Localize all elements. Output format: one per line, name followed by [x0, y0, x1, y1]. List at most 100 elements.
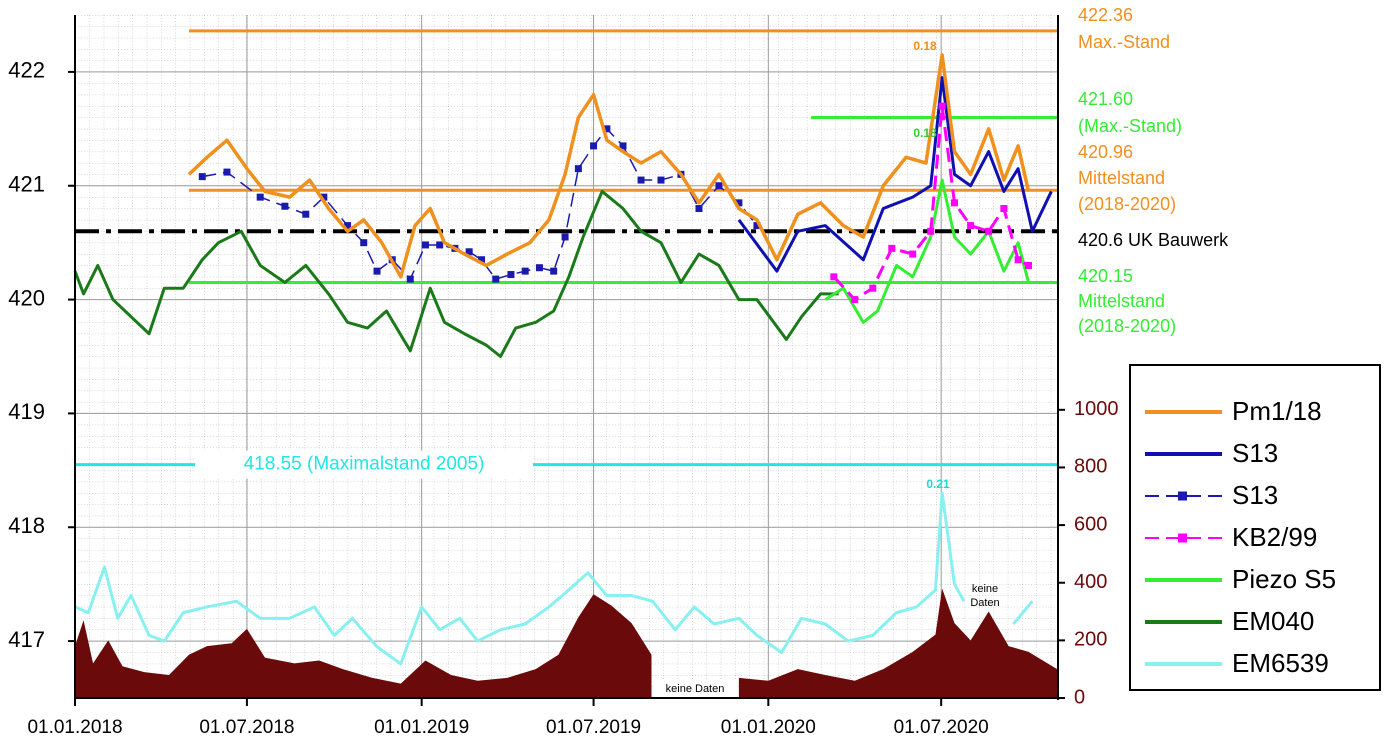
marker	[465, 248, 473, 256]
marker	[967, 222, 975, 230]
line	[187, 53, 1031, 279]
marker	[753, 222, 761, 230]
y-tick-label: 421	[8, 172, 45, 197]
marker	[360, 239, 368, 247]
y-tick-label: 422	[8, 58, 45, 83]
marker	[950, 199, 958, 207]
marker	[735, 199, 743, 207]
y2-tick-label: 400	[1074, 571, 1107, 593]
marker	[938, 102, 946, 110]
reference-label: 420.6 UK Bauwerk	[1078, 230, 1229, 250]
marker	[1000, 205, 1008, 213]
line	[73, 189, 839, 358]
marker	[302, 210, 310, 218]
reference-label: 420.15	[1078, 266, 1133, 286]
reference-label: 421.60	[1078, 89, 1133, 109]
marker	[637, 176, 645, 184]
y2-tick-label: 200	[1074, 629, 1107, 651]
marker	[695, 205, 703, 213]
legend-label: Piezo S5	[1232, 564, 1336, 594]
reference-label: 418.55 (Maximalstand 2005)	[244, 454, 485, 475]
marker	[574, 165, 582, 173]
marker	[223, 168, 231, 176]
marker	[561, 233, 569, 241]
marker	[657, 176, 665, 184]
marker	[507, 271, 515, 279]
legend-marker	[1178, 533, 1187, 543]
reference-label: Mittelstand	[1078, 168, 1165, 188]
marker	[477, 256, 485, 264]
y-tick-label: 417	[8, 627, 45, 652]
marker	[373, 267, 381, 275]
legend-label: S13	[1232, 480, 1278, 510]
marker	[198, 173, 206, 181]
reference-label: (2018-2020)	[1078, 316, 1176, 336]
legend-label: EM6539	[1232, 648, 1329, 678]
annotation: keine	[972, 583, 998, 595]
marker	[830, 273, 838, 281]
area	[75, 594, 652, 698]
line	[1012, 600, 1034, 625]
line	[737, 76, 1053, 273]
y-tick-label: 419	[8, 399, 45, 424]
annotation-box	[653, 679, 737, 699]
marker	[888, 244, 896, 252]
marker	[590, 142, 598, 150]
reference-label: (Max.-Stand)	[1078, 116, 1182, 136]
marker	[619, 142, 627, 150]
y-tick-label: 420	[8, 285, 45, 310]
marker	[869, 284, 877, 292]
annotation: Daten	[970, 597, 999, 609]
y2-tick-label: 1000	[1074, 398, 1119, 420]
annotation: 0.18	[913, 126, 937, 140]
reference-label: 422.36	[1078, 5, 1133, 25]
x-tick-label: 01.01.2018	[27, 717, 122, 738]
marker	[927, 227, 935, 235]
annotation: 0.18	[913, 39, 937, 53]
y2-tick-label: 600	[1074, 513, 1107, 535]
legend-label: Pm1/18	[1232, 396, 1322, 426]
marker	[535, 264, 543, 272]
x-tick-label: 01.07.2018	[199, 717, 294, 738]
y2-tick-label: 0	[1074, 686, 1085, 708]
y-tick-label: 418	[8, 513, 45, 538]
area	[738, 588, 1058, 698]
x-tick-label: 01.01.2019	[374, 717, 469, 738]
x-tick-label: 01.01.2020	[721, 717, 816, 738]
x-tick-label: 01.07.2019	[546, 717, 641, 738]
marker	[320, 193, 328, 201]
marker	[909, 250, 917, 258]
marker	[603, 125, 611, 133]
reference-label: Mittelstand	[1078, 291, 1165, 311]
legend-label: S13	[1232, 438, 1278, 468]
reference-label: Max.-Stand	[1078, 32, 1170, 52]
reference-label: (2018-2020)	[1078, 194, 1176, 214]
marker	[985, 227, 993, 235]
marker	[521, 267, 529, 275]
marker	[344, 222, 352, 230]
marker	[1025, 261, 1033, 269]
label-box	[195, 450, 533, 479]
line	[74, 491, 966, 666]
y2-tick-label: 800	[1074, 456, 1107, 478]
x-tick-label: 01.07.2020	[894, 717, 989, 738]
annotation: keine Daten	[666, 683, 725, 695]
marker	[406, 275, 414, 283]
marker	[851, 296, 859, 304]
legend-box	[1129, 364, 1381, 691]
marker	[421, 241, 429, 249]
reference-label: 420.96	[1078, 142, 1133, 162]
marker	[281, 202, 289, 210]
marker	[1014, 256, 1022, 264]
annotation: 0.21	[926, 477, 950, 491]
legend-label: KB2/99	[1232, 522, 1317, 552]
marker	[550, 267, 558, 275]
line	[824, 178, 1031, 324]
line	[202, 128, 758, 280]
legend-label: EM040	[1232, 606, 1314, 636]
marker	[492, 275, 500, 283]
marker	[436, 241, 444, 249]
legend-marker	[1178, 491, 1187, 501]
marker	[715, 182, 723, 190]
